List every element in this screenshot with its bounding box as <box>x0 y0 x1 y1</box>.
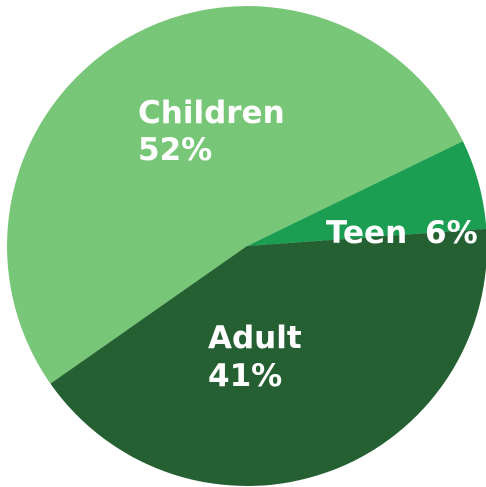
pie-slice-children <box>7 6 463 384</box>
pie-slice-teen <box>247 141 486 246</box>
slice-label-children-value: 52% <box>138 132 212 168</box>
slice-label-children-category: Children <box>138 95 285 131</box>
slice-label-adult-category: Adult <box>208 320 302 356</box>
slice-label-adult-value: 41% <box>208 358 282 394</box>
slice-label-teen-category: Teen <box>326 215 407 251</box>
pie-labels: Children 52% Teen 6% Adult 41% <box>138 95 478 394</box>
pie-slice-adult <box>50 228 486 487</box>
slice-label-teen-value: 6% <box>425 215 478 251</box>
pie-slices <box>7 6 486 487</box>
